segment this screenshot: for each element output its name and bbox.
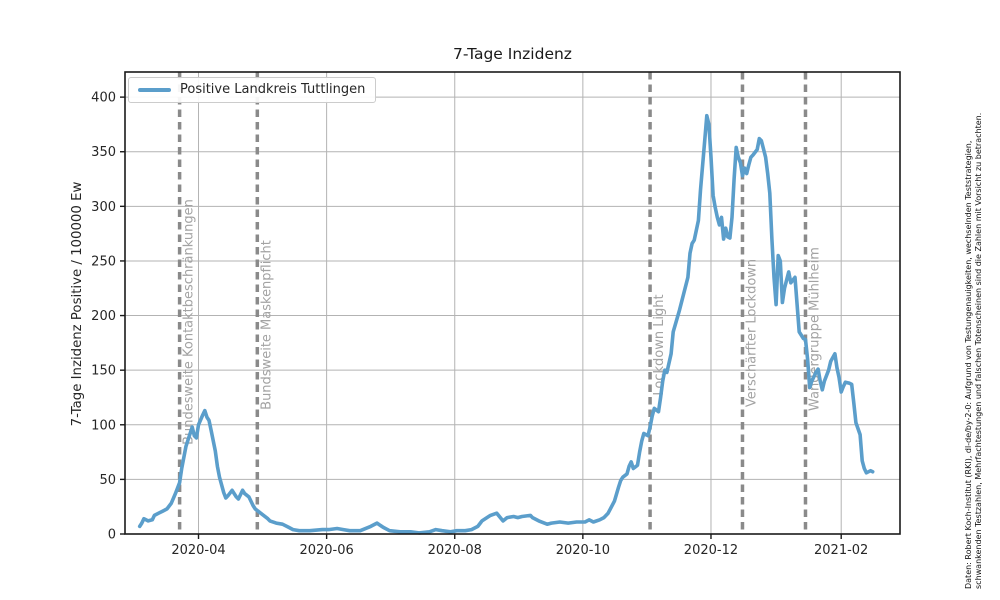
plot-frame [124,71,901,535]
x-tick-label: 2020-08 [428,543,482,558]
chart-title: 7-Tage Inzidenz [453,45,572,63]
x-tick-label: 2020-12 [684,543,738,558]
x-tick-label: 2020-04 [171,543,225,558]
series-line [137,113,875,535]
event-label: Bundsweite Maskenpflicht [259,240,274,410]
y-tick-label: 150 [91,364,116,379]
event-label: Bundesweite Kontaktbeschränkungen [182,199,197,445]
source-caption-line1: Daten: Robert Koch-Institut (RKI), dl-de… [964,140,973,589]
x-tick-label: 2021-02 [814,543,868,558]
y-tick-label: 200 [91,309,116,324]
source-caption-line2: schwankenden Testzahlen, Mehrfachtestung… [974,112,983,589]
y-tick-label: 250 [91,254,116,269]
y-tick-label: 300 [91,200,116,215]
y-axis-label: 7-Tage Inzidenz Positive / 100000 Ew [70,181,85,427]
y-tick-label: 350 [91,145,116,160]
x-tick-label: 2020-06 [299,543,353,558]
y-tick-label: 0 [108,528,116,543]
legend: Positive Landkreis Tuttlingen [128,77,377,103]
event-label: Lockdown Light [652,294,667,395]
x-tick-label: 2020-10 [556,543,610,558]
event-label: Verschärfter Lockdown [744,259,759,407]
source-caption: Daten: Robert Koch-Institut (RKI), dl-de… [964,52,984,589]
y-tick-label: 50 [99,473,116,488]
legend-line-sample [138,87,171,92]
y-tick-label: 400 [91,91,116,106]
legend-label: Positive Landkreis Tuttlingen [180,82,366,97]
y-tick-label: 100 [91,418,116,433]
